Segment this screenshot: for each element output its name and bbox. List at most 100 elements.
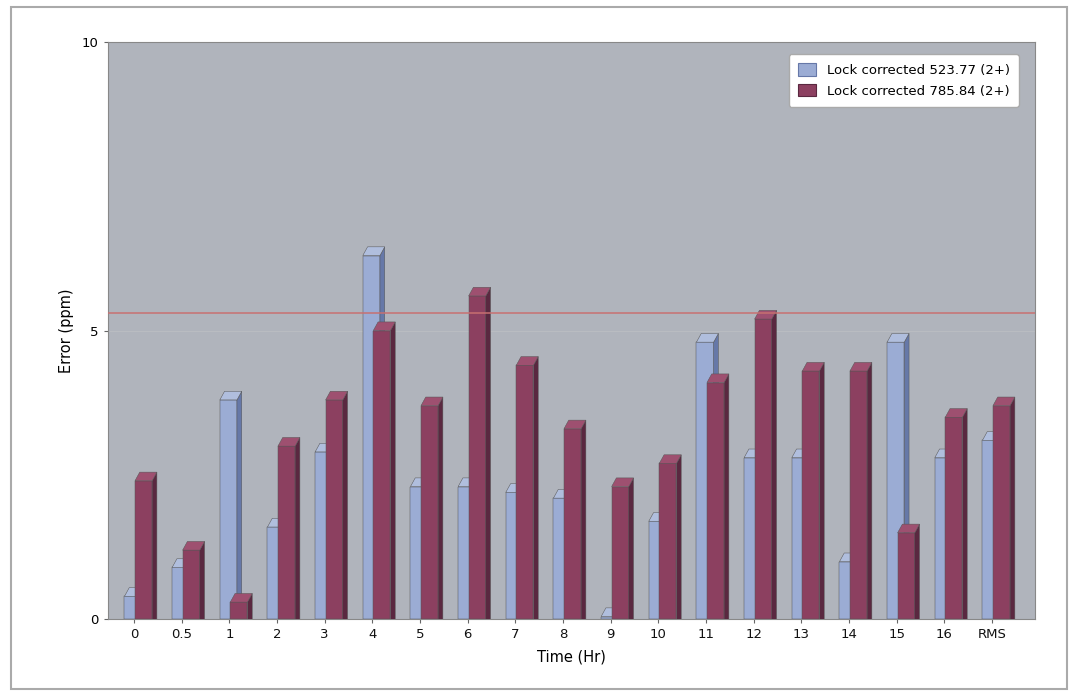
- Polygon shape: [199, 541, 205, 619]
- Polygon shape: [963, 409, 967, 619]
- Polygon shape: [744, 458, 761, 619]
- Polygon shape: [808, 449, 814, 619]
- Polygon shape: [141, 587, 147, 619]
- Polygon shape: [152, 472, 157, 619]
- Polygon shape: [475, 478, 480, 619]
- Polygon shape: [714, 333, 718, 619]
- Polygon shape: [315, 443, 337, 452]
- Polygon shape: [379, 247, 385, 619]
- Polygon shape: [420, 397, 443, 406]
- Polygon shape: [553, 498, 570, 619]
- Polygon shape: [791, 449, 814, 458]
- Polygon shape: [772, 310, 776, 619]
- Polygon shape: [486, 287, 490, 619]
- Polygon shape: [755, 319, 772, 619]
- Polygon shape: [411, 478, 432, 487]
- Polygon shape: [172, 559, 194, 567]
- Polygon shape: [945, 417, 963, 619]
- Polygon shape: [660, 464, 676, 619]
- Polygon shape: [819, 363, 825, 619]
- Polygon shape: [182, 550, 199, 619]
- Polygon shape: [802, 371, 819, 619]
- Polygon shape: [135, 472, 157, 481]
- Polygon shape: [564, 429, 581, 619]
- Polygon shape: [570, 489, 576, 619]
- Polygon shape: [755, 310, 776, 319]
- Polygon shape: [982, 441, 999, 619]
- Polygon shape: [553, 489, 576, 498]
- Polygon shape: [534, 356, 538, 619]
- Polygon shape: [326, 400, 343, 619]
- Polygon shape: [904, 333, 909, 619]
- Polygon shape: [791, 458, 808, 619]
- Polygon shape: [516, 356, 538, 365]
- Polygon shape: [373, 322, 396, 331]
- Polygon shape: [278, 438, 300, 446]
- Polygon shape: [124, 596, 141, 619]
- Polygon shape: [696, 333, 718, 342]
- Polygon shape: [190, 559, 194, 619]
- Polygon shape: [315, 452, 332, 619]
- Polygon shape: [649, 521, 666, 619]
- Polygon shape: [469, 287, 490, 296]
- Polygon shape: [935, 458, 952, 619]
- Polygon shape: [231, 602, 248, 619]
- Polygon shape: [182, 541, 205, 550]
- Polygon shape: [220, 400, 237, 619]
- Polygon shape: [857, 553, 861, 619]
- Polygon shape: [993, 397, 1014, 406]
- Polygon shape: [840, 562, 857, 619]
- Polygon shape: [231, 594, 252, 602]
- Polygon shape: [935, 449, 956, 458]
- Polygon shape: [516, 365, 534, 619]
- Polygon shape: [744, 449, 766, 458]
- Polygon shape: [999, 432, 1005, 619]
- Polygon shape: [237, 391, 241, 619]
- Polygon shape: [220, 391, 241, 400]
- Polygon shape: [326, 391, 347, 400]
- Polygon shape: [135, 481, 152, 619]
- Polygon shape: [945, 409, 967, 417]
- Polygon shape: [982, 432, 1005, 441]
- Polygon shape: [952, 449, 956, 619]
- Polygon shape: [506, 484, 528, 492]
- Polygon shape: [581, 420, 585, 619]
- X-axis label: Time (Hr): Time (Hr): [537, 650, 606, 665]
- Polygon shape: [458, 478, 480, 487]
- Polygon shape: [761, 449, 766, 619]
- Polygon shape: [390, 322, 396, 619]
- Polygon shape: [898, 524, 920, 533]
- Polygon shape: [469, 296, 486, 619]
- Polygon shape: [666, 512, 671, 619]
- Polygon shape: [707, 383, 724, 619]
- Polygon shape: [915, 524, 920, 619]
- Polygon shape: [343, 391, 347, 619]
- Polygon shape: [611, 478, 634, 487]
- Polygon shape: [602, 617, 619, 619]
- Polygon shape: [649, 512, 671, 521]
- Polygon shape: [267, 519, 289, 527]
- Polygon shape: [363, 247, 385, 255]
- Polygon shape: [887, 333, 909, 342]
- Polygon shape: [267, 527, 285, 619]
- Polygon shape: [278, 446, 295, 619]
- Polygon shape: [1010, 397, 1014, 619]
- Polygon shape: [428, 478, 432, 619]
- Polygon shape: [506, 492, 523, 619]
- Polygon shape: [724, 374, 729, 619]
- Polygon shape: [285, 519, 289, 619]
- Polygon shape: [458, 487, 475, 619]
- Legend: Lock corrected 523.77 (2+), Lock corrected 785.84 (2+): Lock corrected 523.77 (2+), Lock correct…: [788, 54, 1019, 107]
- Polygon shape: [602, 608, 623, 617]
- Polygon shape: [849, 363, 872, 371]
- Polygon shape: [867, 363, 872, 619]
- Polygon shape: [619, 608, 623, 619]
- Polygon shape: [676, 454, 681, 619]
- Polygon shape: [840, 553, 861, 562]
- Polygon shape: [172, 567, 190, 619]
- Polygon shape: [611, 487, 628, 619]
- Polygon shape: [887, 342, 904, 619]
- Polygon shape: [628, 478, 634, 619]
- Polygon shape: [124, 587, 147, 596]
- Polygon shape: [849, 371, 867, 619]
